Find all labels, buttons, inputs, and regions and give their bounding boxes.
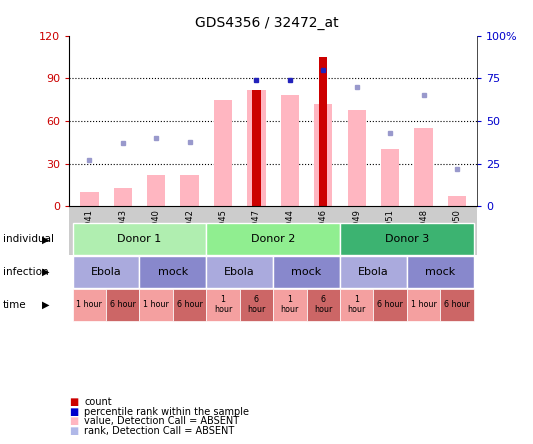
Text: ■: ■	[69, 407, 78, 416]
Text: Ebola: Ebola	[91, 267, 122, 277]
Text: ▶: ▶	[42, 234, 49, 244]
Text: time: time	[3, 300, 26, 309]
Bar	[448, 197, 466, 206]
Text: count: count	[84, 397, 112, 407]
Text: ■: ■	[69, 426, 78, 436]
Text: infection: infection	[3, 267, 49, 277]
Text: mock: mock	[292, 267, 322, 277]
Text: 1 hour: 1 hour	[76, 300, 102, 309]
Text: 6
hour: 6 hour	[314, 295, 333, 314]
Text: ▶: ▶	[42, 300, 49, 309]
Bar	[414, 128, 433, 206]
Text: 6 hour: 6 hour	[377, 300, 403, 309]
Text: mock: mock	[425, 267, 455, 277]
Text: ■: ■	[69, 416, 78, 426]
Bar	[247, 90, 265, 206]
Text: Donor 3: Donor 3	[385, 234, 429, 244]
Bar	[80, 192, 99, 206]
Text: Donor 1: Donor 1	[117, 234, 161, 244]
Bar	[348, 110, 366, 206]
Text: 6 hour: 6 hour	[444, 300, 470, 309]
Text: ■: ■	[69, 397, 78, 407]
Text: Donor 2: Donor 2	[251, 234, 295, 244]
Text: mock: mock	[158, 267, 188, 277]
Bar	[281, 95, 299, 206]
Bar	[319, 57, 327, 206]
Text: 6
hour: 6 hour	[247, 295, 265, 314]
Text: 1 hour: 1 hour	[143, 300, 169, 309]
Text: rank, Detection Call = ABSENT: rank, Detection Call = ABSENT	[84, 426, 235, 436]
Bar	[147, 175, 165, 206]
Bar	[214, 99, 232, 206]
Text: 1
hour: 1 hour	[281, 295, 299, 314]
Bar	[381, 150, 399, 206]
Text: individual: individual	[3, 234, 54, 244]
Bar	[180, 175, 199, 206]
Text: Ebola: Ebola	[358, 267, 389, 277]
Bar	[252, 90, 261, 206]
Bar	[114, 188, 132, 206]
Text: 1
hour: 1 hour	[348, 295, 366, 314]
Bar	[314, 104, 333, 206]
Text: 6 hour: 6 hour	[176, 300, 203, 309]
Text: percentile rank within the sample: percentile rank within the sample	[84, 407, 249, 416]
Text: GDS4356 / 32472_at: GDS4356 / 32472_at	[195, 16, 338, 30]
Text: 1
hour: 1 hour	[214, 295, 232, 314]
Text: ▶: ▶	[42, 267, 49, 277]
Text: 1 hour: 1 hour	[410, 300, 437, 309]
Text: Ebola: Ebola	[224, 267, 255, 277]
Text: 6 hour: 6 hour	[110, 300, 136, 309]
Text: value, Detection Call = ABSENT: value, Detection Call = ABSENT	[84, 416, 239, 426]
